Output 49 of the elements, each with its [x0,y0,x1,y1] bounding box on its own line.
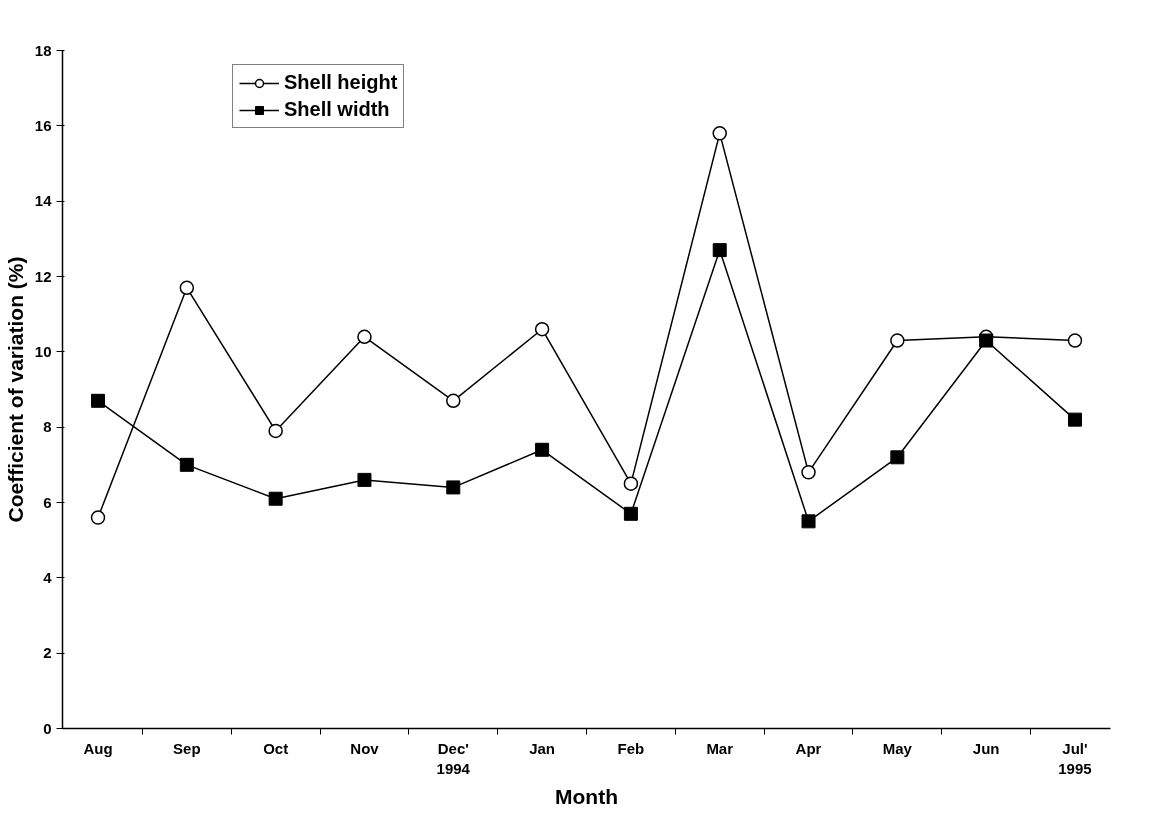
point [357,329,372,344]
point [446,480,461,495]
x-axis-title: Month [555,784,618,808]
point [90,510,106,525]
x-tick-label: Dec' 1994 [436,739,471,777]
y-tick-label: 16 [34,116,52,134]
y-tick-label: 14 [34,192,53,210]
x-tick-label: Nov [350,739,380,757]
x-tick-label: Mar [706,739,734,757]
point [357,472,372,487]
point [801,465,816,480]
point [534,322,550,337]
x-tick-label: Jun [972,739,1000,757]
point [890,450,905,465]
x-tick-label: Aug [83,739,113,757]
y-tick-label: 10 [34,342,52,360]
point [535,442,550,457]
point [268,423,283,439]
legend-label: Shell height [284,71,398,94]
point [179,280,195,296]
y-tick-label: 6 [43,493,52,511]
x-tick-label: Feb [617,739,645,757]
point [1067,333,1083,348]
point [801,514,816,529]
point [712,126,727,141]
point [91,393,106,408]
point [179,457,194,472]
point [979,333,994,348]
y-axis-title: Coefficient of variation (%) [3,256,27,523]
x-tick-label: Oct [263,739,289,757]
x-tick-label: Jan [529,739,556,757]
x-tick-label: Jul' 1995 [1058,739,1092,777]
y-tick-label: 8 [43,418,52,436]
y-tick-label: 12 [34,267,52,285]
point [890,333,905,348]
x-tick-label: May [882,739,913,757]
x-tick-label: Apr [795,739,822,757]
y-tick-label: 0 [43,719,52,737]
point [1067,412,1082,427]
point [623,476,639,491]
legend-label: Shell width [284,98,390,121]
y-tick-label: 4 [43,568,53,586]
x-tick-label: Sep [173,739,201,757]
point [446,393,461,409]
point [268,491,283,506]
y-tick-label: 18 [34,41,52,59]
point [623,506,638,521]
y-tick-label: 2 [43,644,52,662]
point [712,243,727,258]
